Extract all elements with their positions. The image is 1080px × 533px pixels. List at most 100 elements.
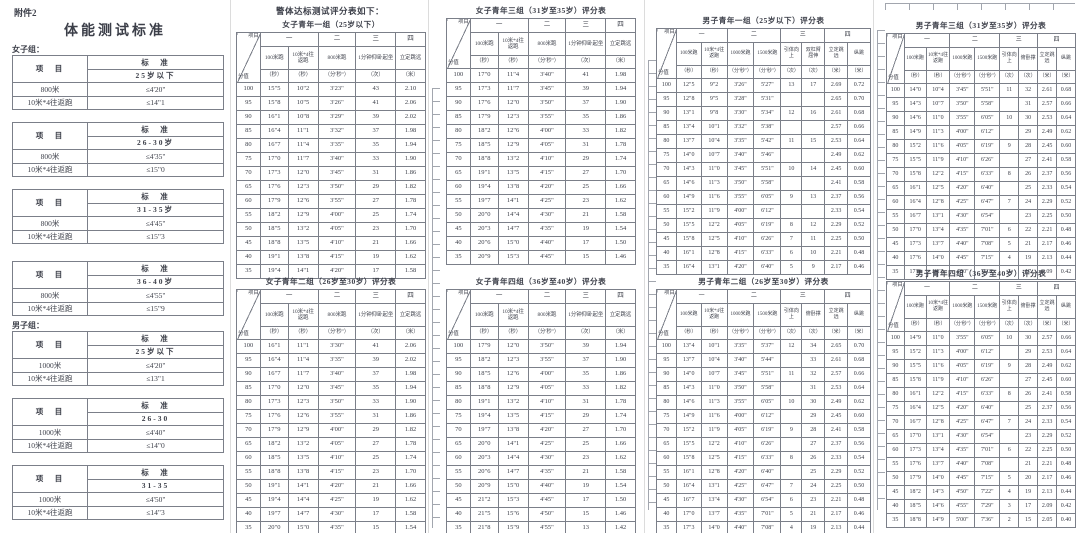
score-value-cell: 35 [446, 250, 471, 265]
score-cell: 27 [1018, 373, 1039, 388]
score-row: 65 16"1 12"5 4'20" 6'40" 25 2.33 0.54 [886, 181, 1076, 196]
standard-event-value: ≤14"1 [87, 95, 224, 110]
score-column-header: 立定跳远 [605, 32, 636, 56]
score-cell: 14"6 [903, 111, 927, 126]
score-value-cell: 50 [886, 223, 905, 238]
score-row: 65 17"6 12"3 3'50" 29 1.82 [236, 180, 426, 195]
score-cell: 4'00" [527, 124, 567, 139]
score-cell: 6'40" [974, 181, 1001, 196]
score-cell: 9 [999, 139, 1020, 154]
score-value-cell: 90 [886, 359, 905, 374]
score-cell: 25 [565, 437, 607, 452]
score-unit-label: （秒） [675, 326, 702, 340]
score-cell [999, 373, 1020, 388]
score-cell: 12"0 [497, 339, 529, 354]
score-value-cell: 75 [236, 152, 261, 167]
score-cell: 4'40" [527, 236, 567, 251]
standard-event-name: 10米*4往返跑 [12, 301, 88, 316]
score-unit-label: （分'秒"） [753, 326, 782, 340]
standard-header-item: 项 目 [12, 55, 88, 83]
score-cell: 0.46 [847, 507, 871, 522]
score-cell: 4'10" [726, 437, 755, 452]
score-cell: 17 [355, 507, 397, 522]
score-cell: 2.65 [824, 92, 849, 107]
score-cell: 39 [565, 82, 607, 97]
score-cell: 4'05" [726, 218, 755, 233]
score-cell: 4'35" [949, 223, 976, 238]
score-cell [780, 353, 803, 368]
score-cell: 7'08" [974, 457, 1001, 472]
score-cell: 4'15" [726, 246, 755, 261]
score-cell: 6'54" [974, 429, 1001, 444]
score-unit-label: （次） [1018, 70, 1039, 84]
page-divider [644, 0, 645, 533]
score-cell: 17"9 [903, 471, 927, 486]
score-cell: 6'47" [974, 415, 1001, 430]
score-cell: 11"9 [700, 423, 728, 438]
score-column-header: 立定跳远 [395, 46, 426, 70]
score-row: 40 21"5 15"6 4'50" 15 1.46 [446, 507, 636, 522]
score-group-header: 三 [780, 28, 826, 43]
standard-age-range: 25岁以下 [87, 344, 224, 359]
score-cell: 7'01" [974, 443, 1001, 458]
score-cell: 16"1 [675, 246, 702, 261]
score-value-cell: 60 [886, 443, 905, 458]
score-cell: 2.05 [1037, 513, 1058, 528]
score-unit-label: （分'秒"） [317, 326, 357, 340]
score-value-cell: 90 [886, 111, 905, 126]
score-cell: 1.74 [605, 152, 636, 167]
score-cell: 15"5 [903, 153, 927, 168]
score-cell: 17 [801, 78, 826, 93]
score-cell: 37 [355, 367, 397, 382]
score-cell: 26 [1018, 167, 1039, 182]
score-value-cell: 35 [886, 513, 905, 528]
score-group-header: 二 [527, 289, 567, 304]
score-unit-label: （秒） [700, 65, 728, 79]
score-cell: 14"4 [497, 451, 529, 466]
score-cell: 29 [565, 409, 607, 424]
score-cell: 6'12" [753, 204, 782, 219]
score-row: 55 17"6 13"7 4'40" 7'08" 21 2.21 0.48 [886, 457, 1076, 472]
score-cell: 1.82 [605, 381, 636, 396]
score-value-cell: 45 [656, 232, 677, 247]
score-cell: 7 [780, 479, 803, 494]
score-unit-label: （秒） [259, 326, 289, 340]
score-row: 80 16"1 12"2 4'15" 6'33" 8 26 2.41 0.58 [886, 387, 1076, 402]
score-cell: 23 [801, 493, 826, 508]
score-table-women-group2: 女子青年二组（26岁至30岁）评分表 项目 分值一二三四 100米跑 10米*4往返跑 8… [236, 276, 426, 533]
score-cell: 1.54 [605, 479, 636, 494]
score-value-cell: 80 [886, 387, 905, 402]
score-cell: 3'45" [949, 83, 976, 98]
score-cell: 1.46 [605, 250, 636, 265]
score-cell: 2.41 [824, 176, 849, 191]
standard-header-label: 标 准 [87, 55, 224, 70]
score-cell: 4'25" [317, 493, 357, 508]
score-cell: 17"9 [903, 265, 927, 280]
score-cell: 6'40" [753, 465, 782, 480]
score-value-cell: 70 [446, 152, 471, 167]
score-column-header: 10米*4往返跑 [497, 303, 529, 327]
score-cell: 19 [355, 493, 397, 508]
score-unit-label: （秒） [287, 326, 319, 340]
score-cell: 12"2 [700, 218, 728, 233]
score-cell: 1.54 [395, 521, 426, 533]
score-corner-cell: 项目 分值 [236, 32, 261, 83]
score-cell [780, 465, 803, 480]
score-value-cell: 90 [656, 367, 677, 382]
score-column-header: 俯卧撑 [801, 303, 826, 327]
score-cell: 0.70 [847, 92, 871, 107]
score-value-cell: 65 [446, 166, 471, 181]
score-cell: 17"6 [903, 251, 927, 266]
score-cell: 28 [1018, 139, 1039, 154]
score-row: 80 14"6 11"3 3'55" 6'05" 10 30 2.49 0.62 [656, 395, 871, 410]
score-cell: 19 [801, 521, 826, 533]
score-value-cell: 75 [236, 409, 261, 424]
score-cell: 2.57 [1037, 331, 1058, 346]
score-cell: 10"4 [700, 353, 728, 368]
score-cell: 6 [780, 493, 803, 508]
standard-header-item: 项 目 [12, 331, 88, 359]
score-cell: 20"3 [469, 222, 499, 237]
score-unit-label: （次） [801, 65, 826, 79]
score-cell: 6'40" [753, 260, 782, 275]
score-value-cell: 55 [236, 208, 261, 223]
